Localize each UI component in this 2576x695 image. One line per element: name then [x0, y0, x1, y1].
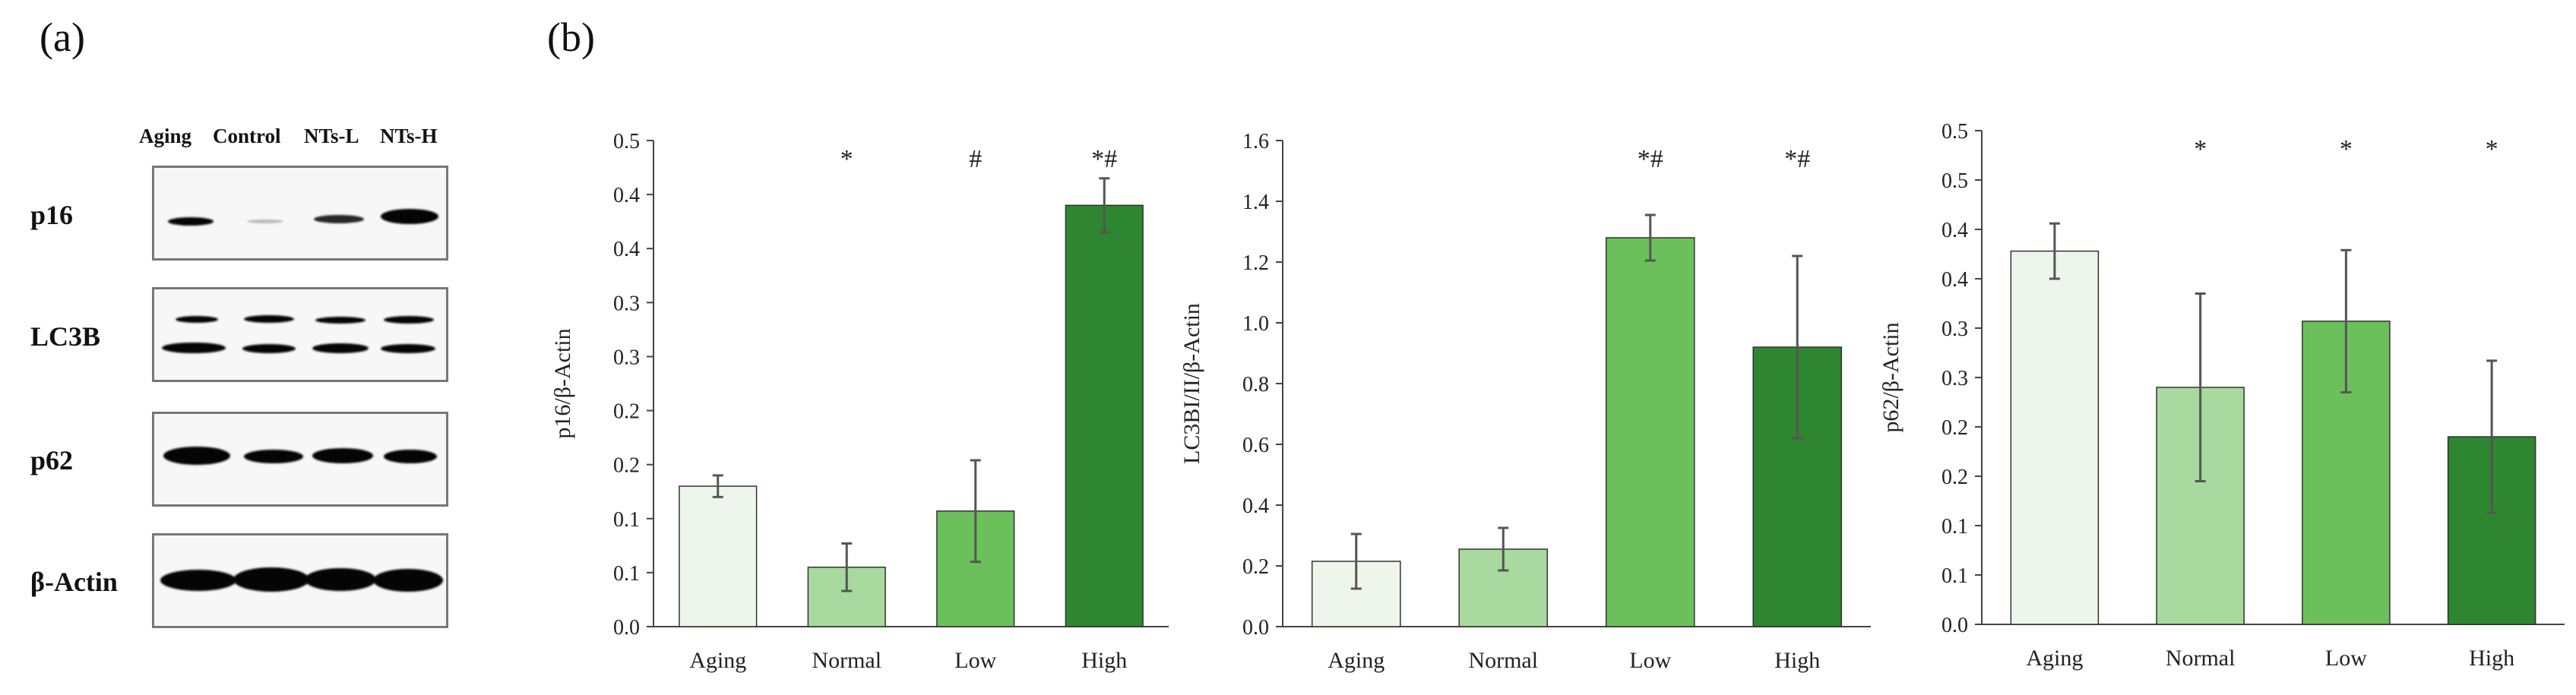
significance-marker: *# [1638, 145, 1663, 173]
band [312, 343, 369, 353]
y-tick-label: 0.4 [1941, 219, 1968, 242]
y-tick-label: 0.4 [613, 184, 640, 207]
band [373, 569, 443, 592]
x-tick-label: Low [1629, 648, 1671, 673]
blot-box-p62 [152, 412, 448, 507]
y-tick-label: 0.2 [1941, 416, 1968, 440]
band [384, 316, 434, 324]
y-axis-label: LC3BI/II/β-Actin [1179, 303, 1204, 464]
band [176, 316, 218, 323]
band [384, 450, 437, 463]
y-tick-label: 0.1 [613, 508, 640, 532]
lane-label-aging: Aging [139, 125, 192, 147]
band [242, 344, 296, 353]
band [305, 568, 376, 591]
x-tick-label: Normal [1468, 648, 1538, 673]
bar [2010, 250, 2100, 625]
y-tick-label: 0.0 [1242, 616, 1269, 640]
y-tick-label: 0.5 [613, 130, 640, 153]
y-tick-label: 1.4 [1242, 191, 1269, 214]
band [314, 215, 364, 223]
blot-box-beta-actin [152, 533, 448, 628]
y-tick-label: 0.2 [613, 400, 640, 424]
y-tick-label: 0.4 [1941, 268, 1968, 292]
band [244, 450, 303, 463]
band [244, 315, 294, 323]
y-tick-label: 0.1 [613, 562, 640, 586]
band [168, 217, 214, 226]
y-tick-label: 0.0 [613, 616, 640, 640]
bar [1605, 237, 1695, 627]
y-tick-label: 0.8 [1242, 373, 1269, 396]
y-tick-label: 0.2 [1941, 466, 1968, 489]
y-tick-label: 1.6 [1242, 130, 1269, 153]
x-tick-label: High [1081, 648, 1127, 673]
x-tick-label: Aging [1328, 648, 1385, 673]
y-tick-label: 0.3 [613, 292, 640, 315]
y-tick-label: 1.2 [1242, 251, 1269, 275]
band [233, 567, 309, 592]
band [381, 344, 435, 353]
y-tick-label: 0.1 [1941, 564, 1968, 588]
band [162, 343, 226, 353]
lane-label-nts-h: NTs-H [380, 125, 438, 147]
x-tick-label: Aging [689, 648, 746, 673]
y-tick-label: 0.6 [1242, 434, 1269, 457]
significance-marker: *# [1784, 145, 1810, 173]
lane-label-control: Control [213, 125, 281, 147]
significance-marker: * [2486, 135, 2498, 163]
y-tick-label: 0.3 [613, 346, 640, 369]
blot-box-lc3b [152, 287, 448, 382]
y-tick-label: 0.3 [1941, 317, 1968, 341]
lane-label-nts-l: NTs-L [304, 125, 359, 147]
band [160, 570, 236, 591]
panel-label-b: (b) [547, 14, 595, 60]
band [247, 220, 283, 223]
significance-marker: * [2194, 135, 2207, 163]
y-axis-label: p16/β-Actin [550, 328, 575, 438]
x-tick-label: Normal [812, 648, 881, 673]
row-label-p62: p62 [30, 445, 74, 475]
significance-marker: # [969, 145, 982, 173]
significance-marker: * [840, 145, 853, 173]
y-tick-label: 0.3 [1941, 367, 1968, 390]
y-axis-label: p62/β-Actin [1878, 322, 1904, 432]
bar [679, 485, 758, 627]
y-tick-label: 0.0 [1941, 614, 1968, 637]
x-tick-label: Low [2325, 646, 2367, 671]
y-tick-label: 0.1 [1941, 515, 1968, 539]
y-tick-label: 0.4 [613, 238, 640, 261]
row-label-p16: p16 [30, 200, 74, 230]
y-tick-label: 0.2 [613, 454, 640, 478]
x-tick-label: Aging [2026, 646, 2083, 671]
y-tick-label: 0.5 [1941, 169, 1968, 193]
y-tick-label: 0.4 [1242, 494, 1269, 518]
significance-marker: *# [1091, 145, 1117, 173]
row-label-lc3b: LC3B [30, 321, 101, 352]
band [381, 209, 438, 224]
band [163, 447, 230, 465]
x-tick-label: High [2469, 646, 2514, 671]
y-tick-label: 1.0 [1242, 312, 1269, 336]
band [315, 317, 366, 324]
x-tick-label: Low [954, 648, 996, 673]
x-tick-label: High [1774, 648, 1820, 673]
y-tick-label: 0.5 [1941, 120, 1968, 144]
x-tick-label: Normal [2166, 646, 2236, 671]
panel-label-a: (a) [40, 14, 85, 60]
blot-box-p16 [152, 166, 448, 261]
bar [1065, 204, 1144, 627]
band [312, 448, 373, 463]
y-tick-label: 0.2 [1242, 555, 1269, 579]
row-label-beta-actin: β-Actin [30, 567, 118, 597]
significance-marker: * [2340, 135, 2353, 163]
